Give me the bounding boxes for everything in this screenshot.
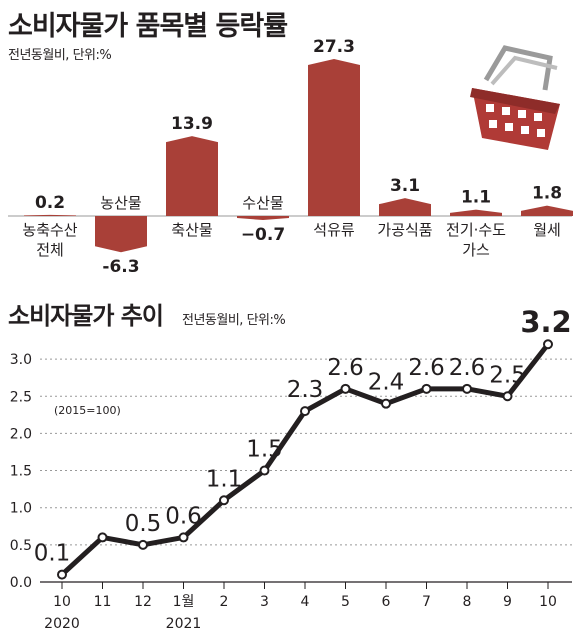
bar (308, 59, 360, 217)
data-point (381, 398, 391, 409)
data-point (219, 495, 229, 506)
base-year-note: (2015=100) (54, 404, 121, 417)
y-tick-label: 0.0 (10, 575, 32, 591)
x-tick-label: 10 (53, 594, 71, 610)
bar-chart-unit: 전년동월비, 단위:% (8, 48, 112, 63)
bar-value-label: −0.7 (241, 225, 285, 245)
x-tick-label: 7 (422, 594, 431, 610)
x-tick-label: 4 (301, 594, 310, 610)
y-tick-label: 2.0 (10, 426, 32, 442)
bar-category-label: 전체 (36, 241, 64, 259)
data-point (543, 339, 553, 350)
data-point (340, 383, 351, 394)
bar-category-label: 축산물 (171, 221, 212, 239)
x-tick-label: 1월 (173, 594, 195, 610)
data-value-label: 2.5 (489, 362, 526, 388)
x-tick-label: 11 (94, 594, 112, 610)
year-label: 2020 (44, 616, 80, 632)
y-tick-label: 2.5 (10, 389, 32, 405)
data-point (502, 391, 513, 402)
y-tick-label: 1.5 (10, 464, 32, 480)
data-value-label: 1.5 (246, 437, 283, 463)
bar-value-label: 0.2 (35, 193, 65, 213)
bar-category-label: 농축수산 (22, 221, 77, 239)
data-point (462, 383, 472, 394)
year-label: 2021 (166, 616, 202, 632)
data-point (57, 569, 67, 580)
data-value-label: 2.6 (449, 355, 486, 381)
data-value-label: 1.1 (206, 466, 243, 492)
bar-value-label: 1.1 (461, 188, 491, 208)
bar-category-label: 가공식품 (377, 221, 432, 239)
data-value-label: 3.2 (520, 305, 571, 339)
bar-category-label: 농산물 (100, 194, 141, 212)
data-value-label: 0.5 (125, 511, 162, 537)
bar-value-label: 27.3 (313, 37, 355, 57)
x-tick-label: 3 (260, 594, 269, 610)
bar-category-label: 석유류 (313, 221, 355, 239)
x-tick-label: 8 (463, 594, 472, 610)
data-value-label: 2.4 (368, 370, 405, 396)
data-value-label: 2.6 (408, 355, 445, 381)
data-value-label: 0.1 (34, 541, 71, 567)
x-tick-label: 10 (539, 594, 557, 610)
bar-category-label: 가스 (462, 241, 490, 259)
bar (24, 214, 76, 216)
data-point (97, 532, 108, 543)
bar-value-label: 1.8 (532, 184, 562, 204)
bar (521, 205, 573, 216)
bar-chart-title: 소비자물가 품목별 등락률 (8, 11, 288, 42)
bar-category-label: 전기·수도 (446, 221, 506, 239)
bar-category-label: 수산물 (242, 194, 283, 212)
x-tick-label: 6 (382, 594, 391, 610)
bar (450, 209, 502, 216)
x-tick-label: 9 (503, 594, 512, 610)
shopping-basket-icon (470, 45, 560, 150)
data-point (259, 465, 270, 476)
line-chart-title: 소비자물가 추이 (8, 302, 164, 330)
data-point (421, 383, 432, 394)
data-point (300, 406, 310, 417)
bar-value-label: 13.9 (171, 114, 213, 134)
bar (379, 198, 431, 216)
x-tick-label: 12 (134, 594, 152, 610)
bar-category-label: 월세 (533, 221, 561, 239)
data-value-label: 2.3 (287, 377, 324, 403)
bar (95, 216, 147, 253)
data-value-label: 2.6 (327, 355, 364, 381)
y-tick-label: 3.0 (10, 352, 32, 368)
bar (237, 216, 289, 221)
bar-value-label: -6.3 (102, 257, 139, 277)
bar-value-label: 3.1 (390, 176, 420, 196)
x-tick-label: 5 (341, 594, 350, 610)
y-tick-label: 0.5 (10, 538, 32, 554)
bar (166, 136, 218, 216)
data-value-label: 0.6 (165, 503, 202, 529)
data-point (178, 532, 189, 543)
x-tick-label: 2 (220, 594, 229, 610)
y-tick-label: 1.0 (10, 501, 32, 517)
line-chart-unit: 전년동월비, 단위:% (182, 313, 286, 328)
data-point (138, 539, 148, 550)
